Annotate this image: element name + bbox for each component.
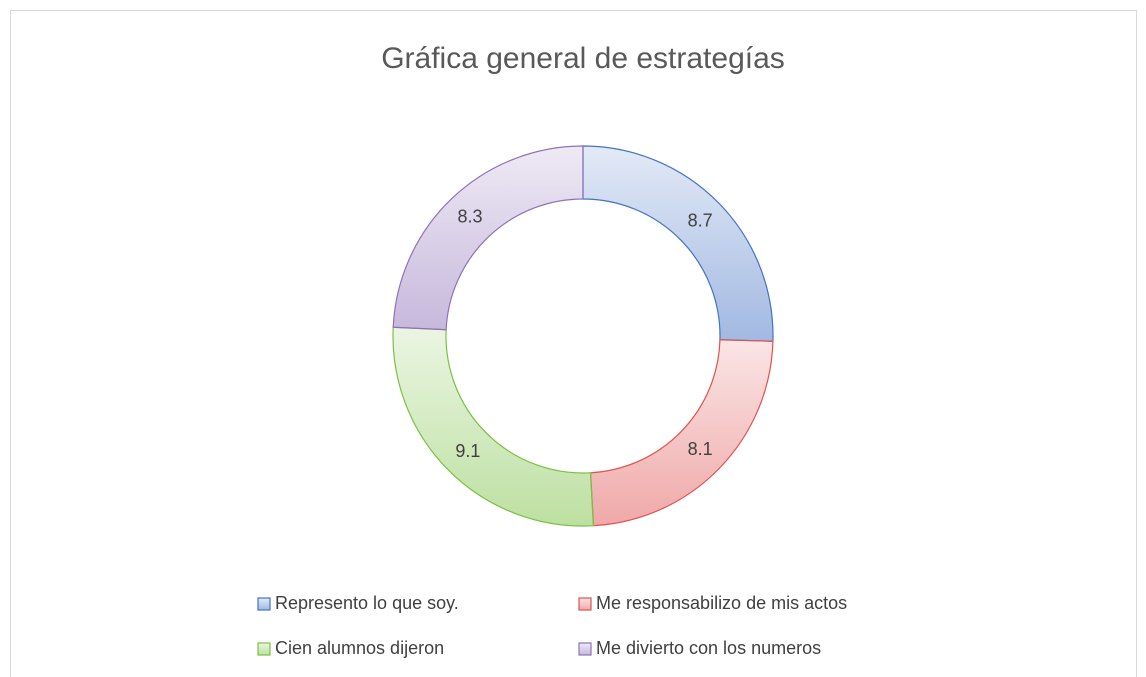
data-label: 8.7 [688,211,713,231]
data-label: 8.1 [688,439,713,459]
legend-marker [257,642,271,656]
chart-title: Gráfica general de estrategías [381,42,785,75]
data-label: 8.3 [458,207,483,227]
legend-label: Me divierto con los numeros [596,638,821,658]
doughnut-segment [392,326,595,527]
doughnut-segment [392,145,584,331]
legend-label: Me responsabilizo de mis actos [596,593,847,613]
doughnut-segment [582,145,774,342]
legend-marker [578,642,592,656]
legend-marker [257,597,271,611]
legend-label: Represento lo que soy. [275,593,459,613]
legend-marker [578,597,592,611]
data-label: 9.1 [455,441,480,461]
legend-label: Cien alumnos dijeron [275,638,444,658]
chart-frame [10,10,1137,677]
doughnut-segment [589,339,774,527]
